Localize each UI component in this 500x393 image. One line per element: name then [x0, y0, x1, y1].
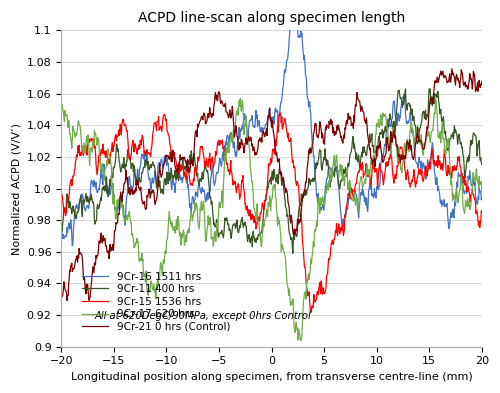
9Cr-11 400 hrs	[326, 176, 332, 180]
9Cr-11 400 hrs	[58, 220, 64, 225]
Line: 9Cr-17 620 hrs: 9Cr-17 620 hrs	[62, 99, 482, 341]
Line: 9Cr-21 0 hrs (Control): 9Cr-21 0 hrs (Control)	[62, 69, 482, 301]
9Cr-11 400 hrs	[378, 132, 384, 136]
9Cr-21 0 hrs (Control)	[479, 79, 485, 84]
9Cr-17 620 hrs	[422, 143, 428, 147]
9Cr-15 1536 hrs	[84, 153, 90, 158]
9Cr-17 620 hrs	[298, 338, 304, 343]
Y-axis label: Normalized ACPD (V/V’): Normalized ACPD (V/V’)	[11, 123, 21, 255]
9Cr-16 1511 hrs	[422, 166, 428, 171]
9Cr-16 1511 hrs	[84, 205, 90, 209]
9Cr-16 1511 hrs	[314, 201, 320, 206]
9Cr-21 0 hrs (Control)	[314, 134, 320, 139]
9Cr-16 1511 hrs	[479, 195, 485, 200]
9Cr-21 0 hrs (Control)	[421, 146, 427, 151]
9Cr-17 620 hrs	[304, 279, 310, 284]
9Cr-17 620 hrs	[378, 118, 384, 123]
Line: 9Cr-11 400 hrs: 9Cr-11 400 hrs	[62, 89, 482, 253]
9Cr-17 620 hrs	[314, 215, 320, 220]
9Cr-17 620 hrs	[479, 188, 485, 193]
9Cr-15 1536 hrs	[58, 189, 64, 194]
Line: 9Cr-15 1536 hrs: 9Cr-15 1536 hrs	[62, 113, 482, 313]
9Cr-15 1536 hrs	[308, 310, 314, 315]
9Cr-11 400 hrs	[314, 163, 320, 168]
9Cr-11 400 hrs	[303, 188, 309, 193]
9Cr-21 0 hrs (Control)	[58, 293, 64, 298]
9Cr-17 620 hrs	[237, 96, 243, 101]
9Cr-21 0 hrs (Control)	[84, 282, 90, 287]
9Cr-21 0 hrs (Control)	[326, 122, 332, 127]
9Cr-21 0 hrs (Control)	[303, 180, 309, 185]
Legend: 9Cr-16 1511 hrs, 9Cr-11 400 hrs, 9Cr-15 1536 hrs, 9Cr-17 620 hrs, 9Cr-21 0 hrs (: 9Cr-16 1511 hrs, 9Cr-11 400 hrs, 9Cr-15 …	[79, 268, 233, 335]
9Cr-11 400 hrs	[426, 86, 432, 91]
9Cr-16 1511 hrs	[58, 231, 64, 236]
9Cr-15 1536 hrs	[378, 169, 384, 173]
9Cr-11 400 hrs	[290, 251, 296, 256]
9Cr-17 620 hrs	[58, 101, 64, 105]
9Cr-16 1511 hrs	[378, 160, 384, 164]
9Cr-16 1511 hrs	[304, 79, 310, 83]
9Cr-11 400 hrs	[84, 199, 90, 204]
X-axis label: Longitudinal position along specimen, from transverse centre-line (mm): Longitudinal position along specimen, fr…	[70, 372, 472, 382]
9Cr-11 400 hrs	[421, 109, 427, 114]
Line: 9Cr-16 1511 hrs: 9Cr-16 1511 hrs	[62, 11, 482, 246]
Title: ACPD line-scan along specimen length: ACPD line-scan along specimen length	[138, 11, 405, 25]
9Cr-15 1536 hrs	[422, 171, 428, 176]
9Cr-15 1536 hrs	[303, 279, 309, 283]
9Cr-11 400 hrs	[479, 162, 485, 167]
9Cr-15 1536 hrs	[479, 209, 485, 214]
9Cr-21 0 hrs (Control)	[64, 298, 70, 303]
9Cr-16 1511 hrs	[292, 9, 298, 13]
9Cr-17 620 hrs	[84, 138, 90, 143]
9Cr-17 620 hrs	[327, 174, 333, 178]
9Cr-16 1511 hrs	[327, 166, 333, 171]
9Cr-21 0 hrs (Control)	[449, 66, 455, 71]
9Cr-16 1511 hrs	[70, 244, 75, 248]
9Cr-15 1536 hrs	[314, 289, 320, 294]
9Cr-15 1536 hrs	[277, 110, 283, 115]
9Cr-21 0 hrs (Control)	[378, 146, 384, 151]
Text: All at 620DegC/90MPa, except 0hrs Control: All at 620DegC/90MPa, except 0hrs Contro…	[95, 311, 312, 321]
9Cr-15 1536 hrs	[327, 253, 333, 258]
